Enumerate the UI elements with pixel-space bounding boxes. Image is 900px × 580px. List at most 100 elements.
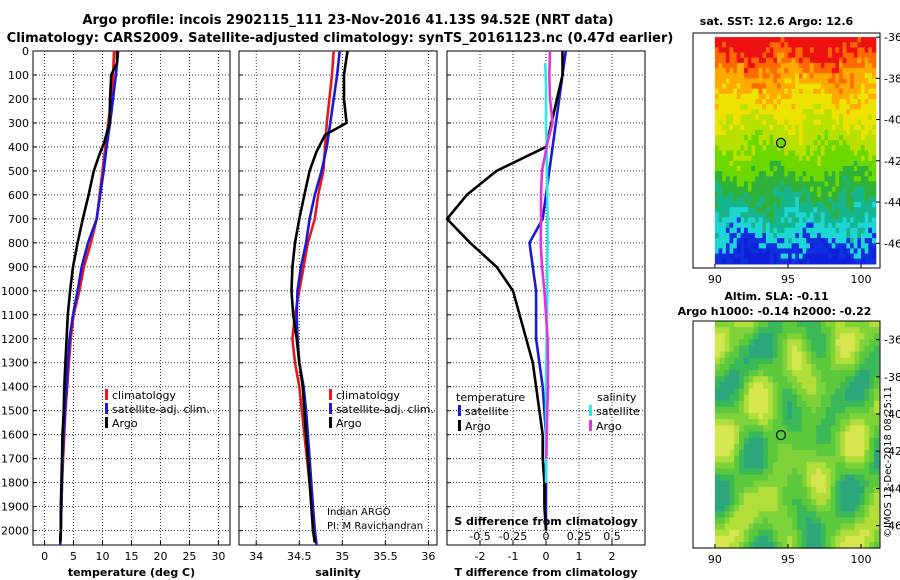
sst_map-cell — [853, 186, 858, 193]
sst_map-cell — [725, 104, 731, 110]
sst_map-cell — [766, 233, 771, 239]
sst_map-cell — [842, 57, 847, 64]
sst_map-cell — [780, 114, 785, 121]
sst_map-cell — [872, 52, 877, 59]
sst_map-cell — [758, 88, 763, 95]
sst_map-cell — [729, 233, 734, 239]
sst_map-cell — [872, 243, 877, 250]
sla_map-cell — [835, 437, 841, 445]
sla_map-cell — [743, 505, 750, 512]
sst_map-cell — [744, 212, 749, 219]
sla_map-cell — [830, 542, 836, 549]
sst_map-cell — [751, 124, 756, 131]
sst_map-cell — [747, 233, 753, 239]
sst_map-cell — [861, 114, 866, 121]
sla_map-cell — [758, 327, 764, 334]
sla_map-cell — [777, 425, 783, 433]
sst_map-xtick-label: 95 — [781, 273, 795, 286]
sla_map-cell — [787, 400, 793, 408]
sst_map-cell — [824, 160, 829, 167]
sst_map-cell — [824, 196, 829, 203]
sst_map-cell — [788, 62, 793, 69]
sla_map-cell — [719, 449, 726, 457]
sst_map-cell — [740, 238, 745, 244]
sst_map-cell — [733, 166, 738, 172]
sla_map-cell — [840, 400, 846, 408]
sst_map-cell — [769, 217, 774, 224]
sst_map-cell — [733, 57, 738, 64]
sla_map-cell — [792, 505, 798, 512]
sst_map-cell — [872, 140, 877, 146]
sla_map-cell — [821, 345, 827, 353]
sst_map-cell — [850, 78, 855, 85]
sst_map-cell — [791, 160, 796, 167]
sst_map-cell — [755, 217, 760, 224]
sst_map-cell — [817, 160, 822, 167]
sla_map-cell — [869, 321, 875, 328]
sst_map-cell — [747, 217, 753, 224]
sst_map-cell — [861, 191, 866, 198]
sla_map-cell — [792, 327, 798, 334]
sst_map-cell — [828, 93, 833, 100]
sst_map-cell — [766, 202, 771, 208]
sst_map-cell — [839, 52, 844, 59]
sst_map-cell — [788, 191, 793, 198]
sla_map-cell — [825, 517, 832, 525]
sla_map-cell — [743, 388, 750, 396]
sst_map-cell — [766, 73, 771, 79]
sst_map-cell — [725, 253, 731, 260]
sst_map-cell — [831, 253, 837, 260]
sst_map-cell — [846, 202, 851, 208]
sla_map-cell — [753, 529, 759, 537]
sst_map-cell — [806, 248, 811, 255]
sst_map-cell — [824, 150, 829, 157]
sst_map-cell — [817, 186, 822, 193]
sst_map-cell — [842, 88, 847, 95]
sla_map-cell — [849, 407, 856, 414]
sla_map-cell — [864, 425, 870, 433]
temperature-frame — [32, 50, 231, 546]
sst_map-cell — [718, 222, 723, 229]
sst_map-cell — [744, 124, 749, 131]
sst_map-cell — [795, 258, 800, 265]
sla_map-cell — [859, 339, 865, 347]
sla_map-cell — [864, 364, 870, 371]
sla_map-cell — [767, 486, 774, 494]
sst_map-cell — [780, 88, 785, 95]
sla_map-cell — [835, 382, 841, 390]
sst_map-cell — [802, 186, 807, 193]
sst_map-cell — [824, 37, 829, 43]
sst_map-cell — [824, 222, 829, 229]
sla_map-cell — [825, 351, 832, 359]
sst_map-cell — [802, 135, 807, 141]
sst_map-cell — [788, 73, 793, 79]
salinity-xtick-label: 34.5 — [287, 550, 312, 563]
sla_map-cell — [859, 443, 865, 451]
sst_map-cell — [733, 222, 738, 229]
sst_map-cell — [809, 227, 815, 234]
sst_map-cell — [857, 243, 862, 250]
sst_map-cell — [820, 119, 826, 126]
sla_map-cell — [714, 333, 721, 340]
sst_map-cell — [780, 57, 785, 64]
sst_map-cell — [773, 202, 778, 208]
sst_map-cell — [853, 166, 858, 172]
sst_map-cell — [780, 212, 785, 219]
sst_map-cell — [736, 68, 742, 74]
sst_map-cell — [758, 93, 763, 100]
sst_map-cell — [740, 57, 745, 64]
sla_map-cell — [825, 370, 832, 377]
sst_map-cell — [791, 109, 796, 116]
sst_map-cell — [846, 145, 851, 152]
sla_map-cell — [816, 382, 822, 390]
sst_map-cell — [722, 68, 727, 74]
sst_map-cell — [850, 186, 855, 193]
sst_map-cell — [736, 42, 742, 49]
sst_map-cell — [824, 253, 829, 260]
sla_map-cell — [821, 400, 827, 408]
sst_map-cell — [758, 227, 763, 234]
sla_map-cell — [792, 523, 798, 531]
sst_map-cell — [835, 166, 840, 172]
sst_map-cell — [766, 253, 771, 260]
sla_map-cell — [869, 492, 875, 500]
